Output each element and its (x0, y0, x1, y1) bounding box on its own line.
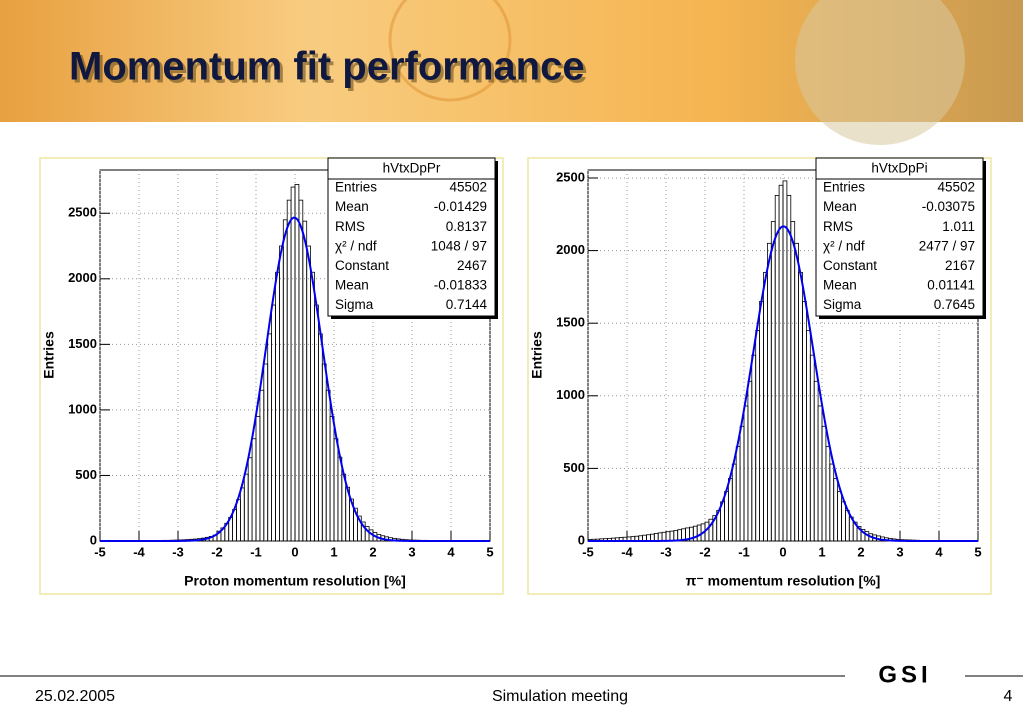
stats-value: 0.8137 (446, 219, 487, 234)
stats-title: hVtxDpPi (871, 161, 927, 176)
stats-label: Constant (823, 258, 877, 273)
x-tick-label: -4 (133, 544, 145, 559)
page-number: 4 (1004, 688, 1013, 705)
x-tick-label: 2 (857, 544, 864, 559)
stats-label: Constant (335, 258, 389, 273)
stats-label: Entries (823, 180, 865, 195)
x-tick-label: 5 (974, 544, 981, 559)
y-tick-label: 500 (75, 467, 97, 482)
logo: GSI (878, 661, 931, 688)
stats-label: Mean (823, 199, 857, 214)
y-tick-label: 0 (578, 532, 585, 547)
y-tick-label: 1500 (68, 336, 97, 351)
x-tick-label: 4 (935, 544, 943, 559)
stats-label: Mean (823, 278, 857, 293)
footer-date: 25.02.2005 (35, 688, 115, 705)
y-tick-label: 0 (90, 532, 97, 547)
stats-value: 2467 (457, 258, 487, 273)
y-tick-label: 2000 (556, 242, 585, 257)
x-tick-label: -3 (660, 544, 672, 559)
x-tick-label: -2 (211, 544, 223, 559)
y-tick-label: 2000 (68, 270, 97, 285)
y-axis-label: Entries (41, 331, 57, 379)
stats-value: 2167 (945, 258, 975, 273)
y-tick-label: 1000 (556, 387, 585, 402)
x-tick-label: 0 (779, 544, 786, 559)
stats-value: 0.01141 (927, 278, 975, 293)
y-tick-label: 500 (563, 460, 585, 475)
stats-value: 1.011 (942, 219, 975, 234)
stats-value: 45502 (937, 180, 975, 195)
banner-decor (795, 0, 965, 145)
y-tick-label: 1500 (556, 315, 585, 330)
y-tick-label: 2500 (556, 169, 585, 184)
y-tick-label: 1000 (68, 401, 97, 416)
stats-label: Mean (335, 199, 369, 214)
slide-title: Momentum fit performance (69, 45, 585, 89)
stats-value: 2477 / 97 (919, 238, 975, 253)
stats-label: RMS (335, 219, 365, 234)
footer-event: Simulation meeting (492, 688, 628, 705)
stats-title: hVtxDpPr (383, 161, 441, 176)
y-axis-label: Entries (529, 331, 545, 379)
x-tick-label: 3 (408, 544, 415, 559)
x-tick-label: 1 (330, 544, 337, 559)
stats-label: Sigma (335, 297, 374, 312)
stats-label: Sigma (823, 297, 862, 312)
stats-label: χ² / ndf (823, 238, 865, 253)
stats-value: 0.7645 (934, 297, 975, 312)
x-tick-label: 3 (896, 544, 903, 559)
x-tick-label: 0 (291, 544, 298, 559)
stats-value: 45502 (449, 180, 487, 195)
x-tick-label: 5 (486, 544, 493, 559)
x-tick-label: 2 (369, 544, 376, 559)
stats-label: RMS (823, 219, 853, 234)
x-tick-label: 1 (818, 544, 825, 559)
stats-value: 0.7144 (446, 297, 488, 312)
x-tick-label: -1 (250, 544, 262, 559)
stats-label: Mean (335, 278, 369, 293)
y-tick-label: 2500 (68, 205, 97, 220)
x-tick-label: -4 (621, 544, 633, 559)
stats-label: Entries (335, 180, 377, 195)
stats-label: χ² / ndf (335, 238, 377, 253)
x-tick-label: -1 (738, 544, 750, 559)
x-tick-label: -2 (699, 544, 711, 559)
x-tick-label: -3 (172, 544, 184, 559)
stats-value: -0.03075 (922, 199, 975, 214)
x-axis-label: Proton momentum resolution [%] (184, 573, 406, 589)
x-tick-label: 4 (447, 544, 455, 559)
stats-value: 1048 / 97 (431, 238, 487, 253)
x-axis-label: π⁻ momentum resolution [%] (686, 573, 881, 589)
stats-value: -0.01833 (434, 278, 487, 293)
stats-value: -0.01429 (434, 199, 487, 214)
